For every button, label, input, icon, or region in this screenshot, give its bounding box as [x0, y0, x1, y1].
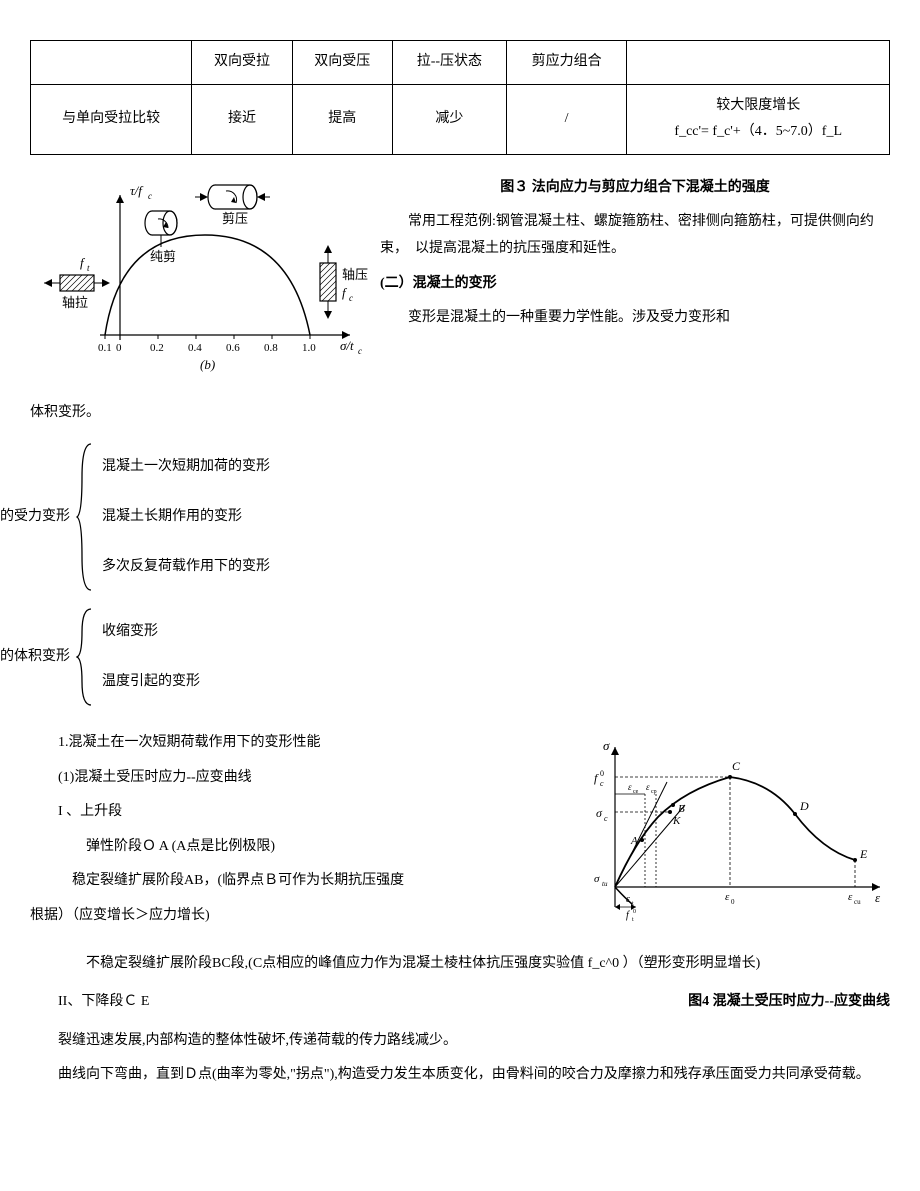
svg-text:0.6: 0.6: [226, 342, 240, 354]
comparison-table: 双向受拉 双向受压 拉--压状态 剪应力组合 与单向受拉比较 接近 提高 减少 …: [30, 40, 890, 155]
svg-text:σ: σ: [594, 873, 600, 885]
brace-icon: [76, 607, 94, 707]
svg-text:(b): (b): [200, 357, 215, 372]
svg-text:ε: ε: [848, 891, 853, 903]
svg-text:tu: tu: [602, 880, 608, 888]
th-5: [627, 41, 890, 85]
brace1-item-2: 混凝土长期作用的变形: [102, 504, 270, 531]
th-1: 双向受拉: [192, 41, 292, 85]
cell-2: 提高: [292, 84, 392, 154]
y-axis-label: τ/f: [130, 183, 144, 198]
cell-3: 减少: [392, 84, 506, 154]
body-p3: I 、上升段: [30, 799, 560, 826]
body-p7: II、下降段Ｃ E: [30, 989, 149, 1016]
th-2: 双向受压: [292, 41, 392, 85]
svg-text:剪压: 剪压: [222, 211, 248, 226]
body-p1: 1.混凝土在一次短期荷载作用下的变形性能: [30, 730, 560, 757]
svg-text:ε: ε: [626, 894, 630, 905]
svg-text:轴压: 轴压: [342, 267, 368, 282]
fig3-para1: 常用工程范例:钢管混凝土柱、螺旋箍筋柱、密排侧向箍筋柱，可提供侧向约束， 以提高…: [380, 209, 890, 262]
brace-volume-deformation: 的体积变形 收缩变形 温度引起的变形: [0, 607, 890, 707]
body-p5b: 根据）（应变增长＞应力增长): [30, 903, 560, 930]
fig3-para2-cont: 体积变形。: [30, 400, 890, 427]
axial-compression-icon: 轴压 f c: [320, 245, 368, 319]
x-axis-label: σ/t: [340, 338, 354, 353]
svg-text:ε: ε: [646, 782, 650, 792]
shear-compression-icon: 剪压: [195, 185, 270, 226]
table-header-row: 双向受拉 双向受压 拉--压状态 剪应力组合: [31, 41, 890, 85]
figure3-caption: 图３ 法向应力与剪应力组合下混凝土的强度: [380, 175, 890, 202]
svg-text:0: 0: [116, 342, 122, 354]
svg-text:t: t: [87, 263, 90, 273]
svg-text:0.8: 0.8: [264, 342, 278, 354]
brace-icon: [76, 442, 94, 592]
body-p5a: 稳定裂缝扩展阶段AB，(临界点Ｂ可作为长期抗压强度: [30, 868, 560, 895]
svg-text:f: f: [342, 285, 348, 300]
svg-text:f: f: [80, 255, 86, 270]
brace2-item-2: 温度引起的变形: [102, 669, 200, 696]
svg-text:t: t: [632, 917, 634, 923]
svg-text:B: B: [678, 803, 685, 815]
svg-text:c: c: [148, 191, 152, 201]
brace1-item-1: 混凝土一次短期加荷的变形: [102, 454, 270, 481]
axial-tension-icon: 轴拉 f t: [44, 255, 110, 310]
body-p6: 不稳定裂缝扩展阶段BC段,(C点相应的峰值应力作为混凝土棱柱体抗压强度实验值 f…: [30, 951, 890, 978]
figure3-diagram: τ/f c σ/t c 0.1 0 0.2 0.4 0.6 0.8 1.0 (b…: [30, 175, 370, 386]
fig3-para2-lead: 变形是混凝土的一种重要力学性能。涉及受力变形和: [380, 305, 890, 332]
pure-shear-icon: 纯剪: [145, 211, 177, 264]
svg-text:c: c: [358, 346, 362, 356]
brace-stress-deformation: 的受力变形 混凝土一次短期加荷的变形 混凝土长期作用的变形 多次反复荷载作用下的…: [0, 442, 890, 592]
brace2-item-1: 收缩变形: [102, 619, 200, 646]
body-p8: 裂缝迅速发展,内部构造的整体性破坏,传递荷载的传力路线减少。: [30, 1028, 890, 1055]
svg-text:c: c: [349, 293, 353, 303]
th-blank: [31, 41, 192, 85]
svg-text:σ: σ: [596, 806, 603, 820]
th-3: 拉--压状态: [392, 41, 506, 85]
row-label: 与单向受拉比较: [31, 84, 192, 154]
svg-text:E: E: [859, 847, 868, 861]
svg-text:σ: σ: [603, 738, 610, 753]
svg-text:C: C: [732, 759, 741, 773]
svg-text:纯剪: 纯剪: [150, 249, 176, 264]
svg-text:0.4: 0.4: [188, 342, 202, 354]
svg-text:f: f: [594, 771, 599, 785]
svg-text:0.1: 0.1: [98, 342, 112, 354]
svg-text:c: c: [604, 814, 608, 823]
svg-text:0: 0: [600, 769, 604, 778]
cell-5: 较大限度增长 f_cc'= f_c'+（4．5~7.0）f_L: [627, 84, 890, 154]
th-4: 剪应力组合: [506, 41, 627, 85]
brace1-label: 的受力变形: [0, 442, 76, 592]
section2-heading: (二）混凝土的变形: [380, 271, 890, 298]
cell-1: 接近: [192, 84, 292, 154]
svg-text:cp: cp: [651, 789, 657, 795]
svg-text:ce: ce: [633, 789, 639, 795]
body-p2: (1)混凝土受压时应力--应变曲线: [30, 765, 560, 792]
svg-text:0: 0: [633, 909, 636, 915]
svg-text:0: 0: [731, 898, 735, 906]
svg-text:0.2: 0.2: [150, 342, 164, 354]
brace2-label: 的体积变形: [0, 607, 76, 707]
brace1-item-3: 多次反复荷载作用下的变形: [102, 554, 270, 581]
body-p4: 弹性阶段Ｏ A (A点是比例极限): [30, 834, 560, 861]
svg-text:ε: ε: [725, 891, 730, 903]
figure4-diagram: σ ε f c: [570, 732, 890, 943]
body-p9: 曲线向下弯曲，直到Ｄ点(曲率为零处,"拐点"),构造受力发生本质变化，由骨料间的…: [30, 1062, 890, 1089]
svg-text:cu: cu: [854, 898, 861, 906]
svg-text:A: A: [630, 835, 638, 847]
svg-text:ε: ε: [628, 782, 632, 792]
svg-text:f: f: [626, 910, 630, 921]
svg-text:c: c: [600, 779, 604, 788]
svg-text:ε: ε: [875, 890, 881, 905]
svg-text:1.0: 1.0: [302, 342, 316, 354]
cell-4: /: [506, 84, 627, 154]
svg-text:D: D: [799, 799, 809, 813]
svg-text:轴拉: 轴拉: [62, 295, 88, 310]
svg-text:K: K: [672, 815, 681, 827]
figure4-caption: 图4 混凝土受压时应力--应变曲线: [688, 989, 890, 1016]
table-data-row: 与单向受拉比较 接近 提高 减少 / 较大限度增长 f_cc'= f_c'+（4…: [31, 84, 890, 154]
